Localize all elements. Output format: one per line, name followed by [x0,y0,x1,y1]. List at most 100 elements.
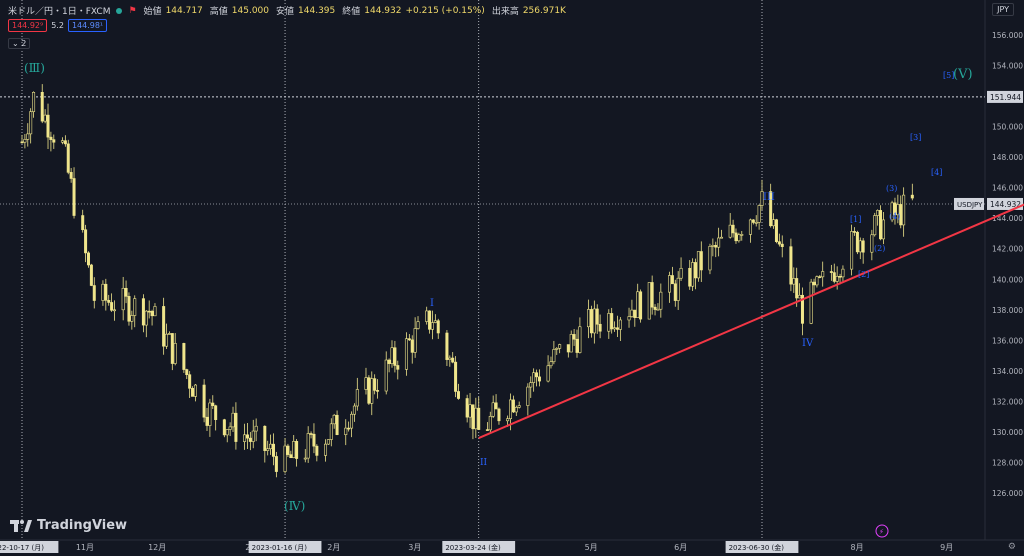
currency-button[interactable]: JPY [992,3,1014,16]
candle [133,298,137,316]
high-label: 高値 [209,7,228,17]
candle [650,282,654,308]
candle [850,231,854,270]
candle [433,320,437,323]
candle [283,445,287,472]
candle [748,219,752,235]
price-tick-label: 148.000 [992,153,1023,162]
candle [474,407,478,430]
price-tick-label: 138.000 [992,306,1023,315]
candle [754,222,758,224]
candle [740,234,744,236]
time-tick-label: 9月 [940,543,953,552]
price-tick-label: 136.000 [992,336,1023,345]
brand-name: TradingView [37,518,128,533]
candle [49,136,53,140]
candle [350,413,354,429]
candle [147,310,151,313]
candle [205,416,209,426]
candle [670,275,674,285]
candle [841,268,845,278]
candle [694,262,698,279]
time-tick-label: 5月 [585,543,598,552]
wave-label-sub-5: [5] [943,71,954,80]
indicators-toggle[interactable]: ⌄ 2 [8,38,31,49]
candle [454,361,458,392]
time-marker-box [248,541,322,553]
candle [141,298,145,326]
candle [555,348,559,350]
candle [214,405,218,420]
candle [537,376,541,382]
last-price-label: 144.932 [990,200,1021,209]
candle [751,219,755,223]
candle [52,139,56,143]
candle [306,433,310,459]
price-tick-label: 142.000 [992,245,1023,254]
candle [173,343,177,364]
candle [436,320,440,334]
candle [636,291,640,318]
candle [485,429,489,431]
candle [410,339,414,353]
candle [254,425,258,432]
candle [124,287,128,297]
candle [818,276,822,278]
change-value: +0.215 (+0.15%) [405,5,485,16]
candle [110,302,114,311]
candle [737,234,741,242]
candle [734,232,738,242]
candle [127,296,131,322]
wave-label-major-4: (Ⅳ) [284,499,305,513]
wave-label-ii: II [480,458,488,468]
candle [26,133,30,140]
candle [60,140,64,143]
ask-button[interactable]: 144.98¹ [67,19,108,32]
candle [566,344,570,353]
candle [659,291,663,310]
candle [384,359,388,392]
candle [104,283,108,301]
symbol-tag [954,197,984,210]
wave-label-iv: IV [802,338,814,349]
symbol-title[interactable]: 米ドル／円・1日・FXCM [8,7,111,17]
candle [552,349,556,363]
candle [488,416,492,431]
candle [167,333,171,335]
candle [29,111,33,135]
candle [153,306,157,317]
candle [390,347,394,364]
candle [347,427,351,430]
candle [506,418,510,422]
candle [572,334,576,340]
event-icon[interactable] [875,524,889,538]
candle [618,319,622,330]
candle [335,414,339,435]
candle [245,434,249,439]
tradingview-logo[interactable]: TradingView [10,518,127,533]
candle [266,448,270,451]
spread-value: 5.2 [51,21,64,30]
candle [448,357,452,360]
price-tick-label: 126.000 [992,489,1023,498]
candle [589,309,593,334]
candle [355,389,359,407]
bid-button[interactable]: 144.92⁹ [8,19,48,32]
candle [130,315,134,322]
candle [873,215,877,236]
trendline[interactable] [478,203,1024,439]
flag-icon[interactable]: ⚑ [128,5,137,16]
price-tick-label: 140.000 [992,275,1023,284]
candle [613,327,617,330]
settings-icon[interactable]: ⚙ [1007,542,1016,552]
volume-label: 出来高 [491,7,519,17]
candle [876,210,880,216]
wave-label-sub-3: [3] [910,133,921,142]
candle [832,272,836,282]
candle [303,457,307,460]
time-marker-label: 2023-03-24 (金) [445,543,501,552]
candle [610,313,614,330]
open-label: 始値 [143,7,162,17]
wave-label-major-3: (Ⅲ) [24,61,45,75]
